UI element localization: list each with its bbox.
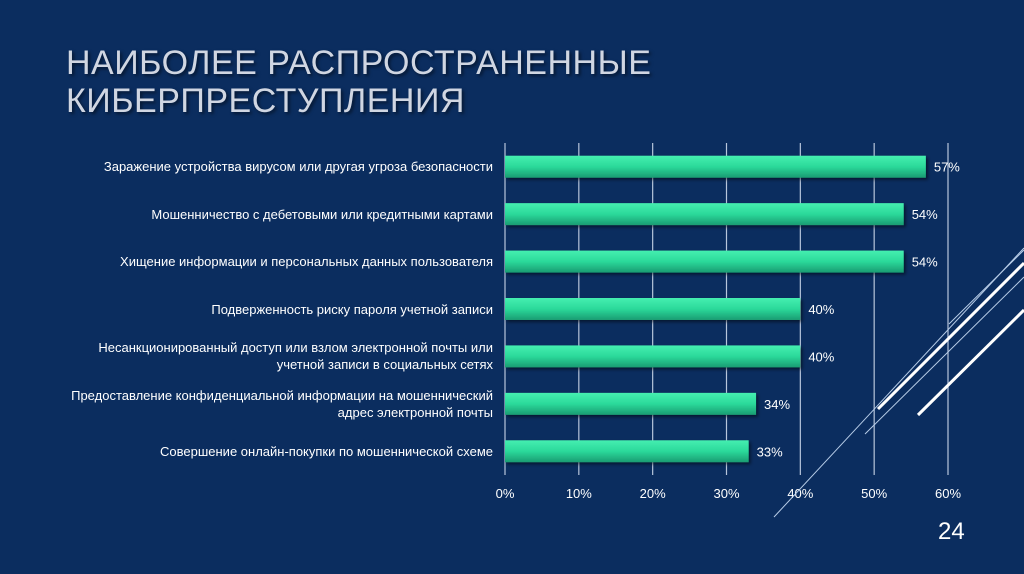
deco-line [864,276,1024,435]
category-label: Хищение информации и персональных данных… [120,254,493,270]
deco-line [948,249,1024,325]
bar [505,203,904,226]
page-number: 24 [938,518,965,545]
slide-title: НАИБОЛЕЕ РАСПРОСТРАНЕННЫЕ КИБЕРПРЕСТУПЛЕ… [66,44,652,120]
data-label: 54% [912,207,938,222]
category-label: Несанкционированный доступ или взлом эле… [98,340,493,373]
data-label: 57% [934,160,960,175]
deco-line [876,261,1024,411]
x-tick-label: 40% [787,486,813,501]
decorative-lines [773,247,1024,518]
category-label: Совершение онлайн-покупки по мошенническ… [160,443,493,459]
bar [505,155,926,178]
x-tick-label: 60% [935,486,961,501]
deco-line [916,308,1024,417]
data-label: 40% [808,349,834,364]
bar [505,392,757,415]
bar [505,250,904,273]
x-tick-label: 20% [640,486,666,501]
category-label: Подверженность риску пароля учетной запи… [211,301,493,317]
bar [505,298,801,320]
data-label: 34% [764,397,790,412]
data-label: 40% [808,302,834,317]
x-tick-label: 0% [496,486,515,501]
x-tick-label: 10% [566,486,592,501]
category-label: Мошенничество с дебетовыми или кредитным… [151,206,493,222]
data-label: 54% [912,255,938,270]
bar [505,345,801,368]
x-tick-label: 30% [713,486,739,501]
x-tick-label: 50% [861,486,887,501]
data-label: 33% [757,444,783,459]
deco-line [773,247,1024,518]
category-label: Заражение устройства вирусом или другая … [103,159,493,175]
category-label: Предоставление конфиденциальной информац… [71,387,493,420]
bar [505,440,749,463]
